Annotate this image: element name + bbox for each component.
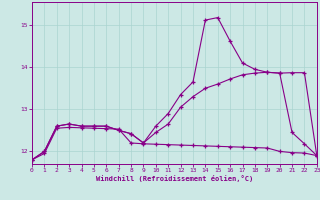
X-axis label: Windchill (Refroidissement éolien,°C): Windchill (Refroidissement éolien,°C) — [96, 175, 253, 182]
